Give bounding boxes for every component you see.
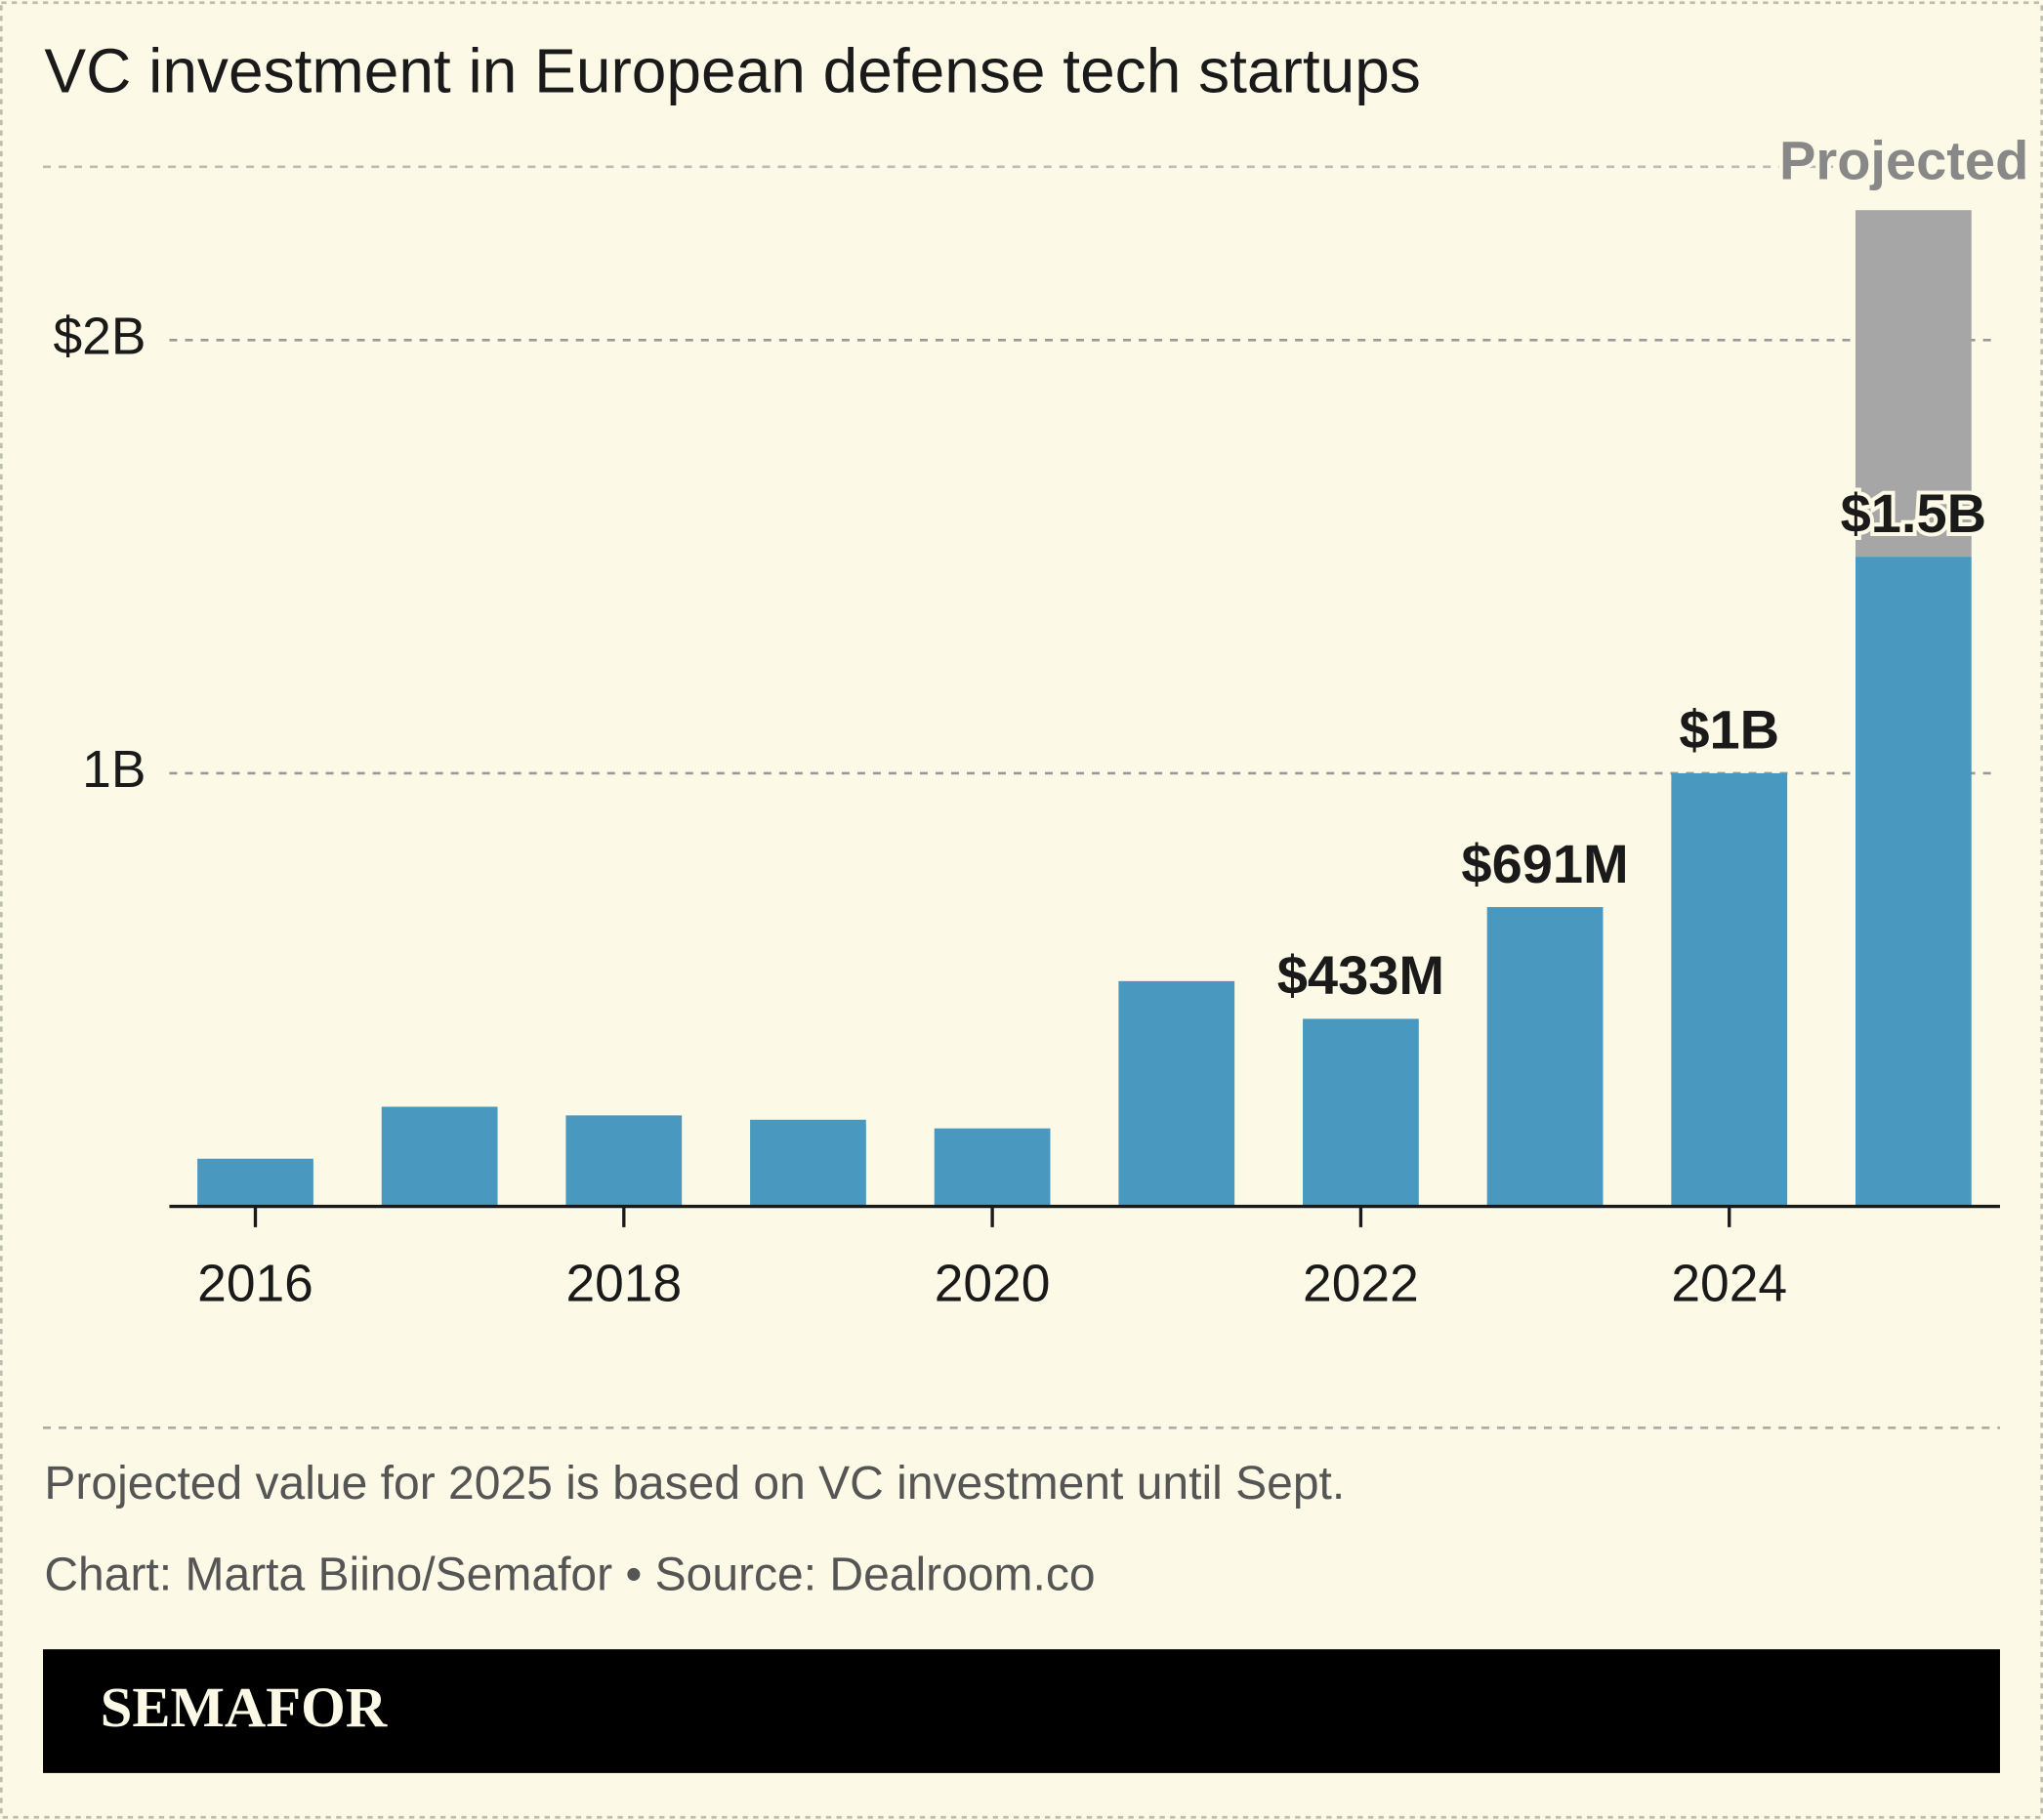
bar — [197, 1158, 313, 1207]
bar — [750, 1119, 866, 1207]
value-label: $1.5B — [1841, 482, 1986, 544]
y-tick-label: $2B — [53, 308, 146, 365]
x-tick-label: 2020 — [935, 1255, 1051, 1312]
bar — [934, 1128, 1051, 1207]
bar — [1671, 772, 1788, 1207]
bar — [1855, 210, 1972, 558]
chart-title: VC investment in European defense tech s… — [44, 35, 1421, 105]
bar — [565, 1115, 683, 1207]
value-label: $691M — [1461, 833, 1628, 894]
footer-bar — [43, 1649, 2000, 1773]
x-tick-label: 2018 — [565, 1255, 682, 1312]
bar — [1303, 1018, 1419, 1207]
bar — [381, 1106, 498, 1207]
bar — [1118, 980, 1235, 1207]
y-tick-label: 1B — [82, 741, 146, 799]
legend-label: Projected — [1779, 129, 2028, 190]
x-tick-label: 2024 — [1671, 1255, 1787, 1312]
x-tick-label: 2022 — [1303, 1255, 1419, 1312]
logo: SEMAFOR — [101, 1675, 388, 1739]
bar — [1855, 557, 1972, 1207]
x-tick-label: 2016 — [197, 1255, 313, 1312]
credit: Chart: Marta Biino/Semafor • Source: Dea… — [44, 1549, 1095, 1600]
bar — [1486, 906, 1604, 1207]
value-label: $433M — [1277, 944, 1444, 1006]
value-label: $1B — [1679, 699, 1779, 761]
note: Projected value for 2025 is based on VC … — [44, 1458, 1345, 1510]
